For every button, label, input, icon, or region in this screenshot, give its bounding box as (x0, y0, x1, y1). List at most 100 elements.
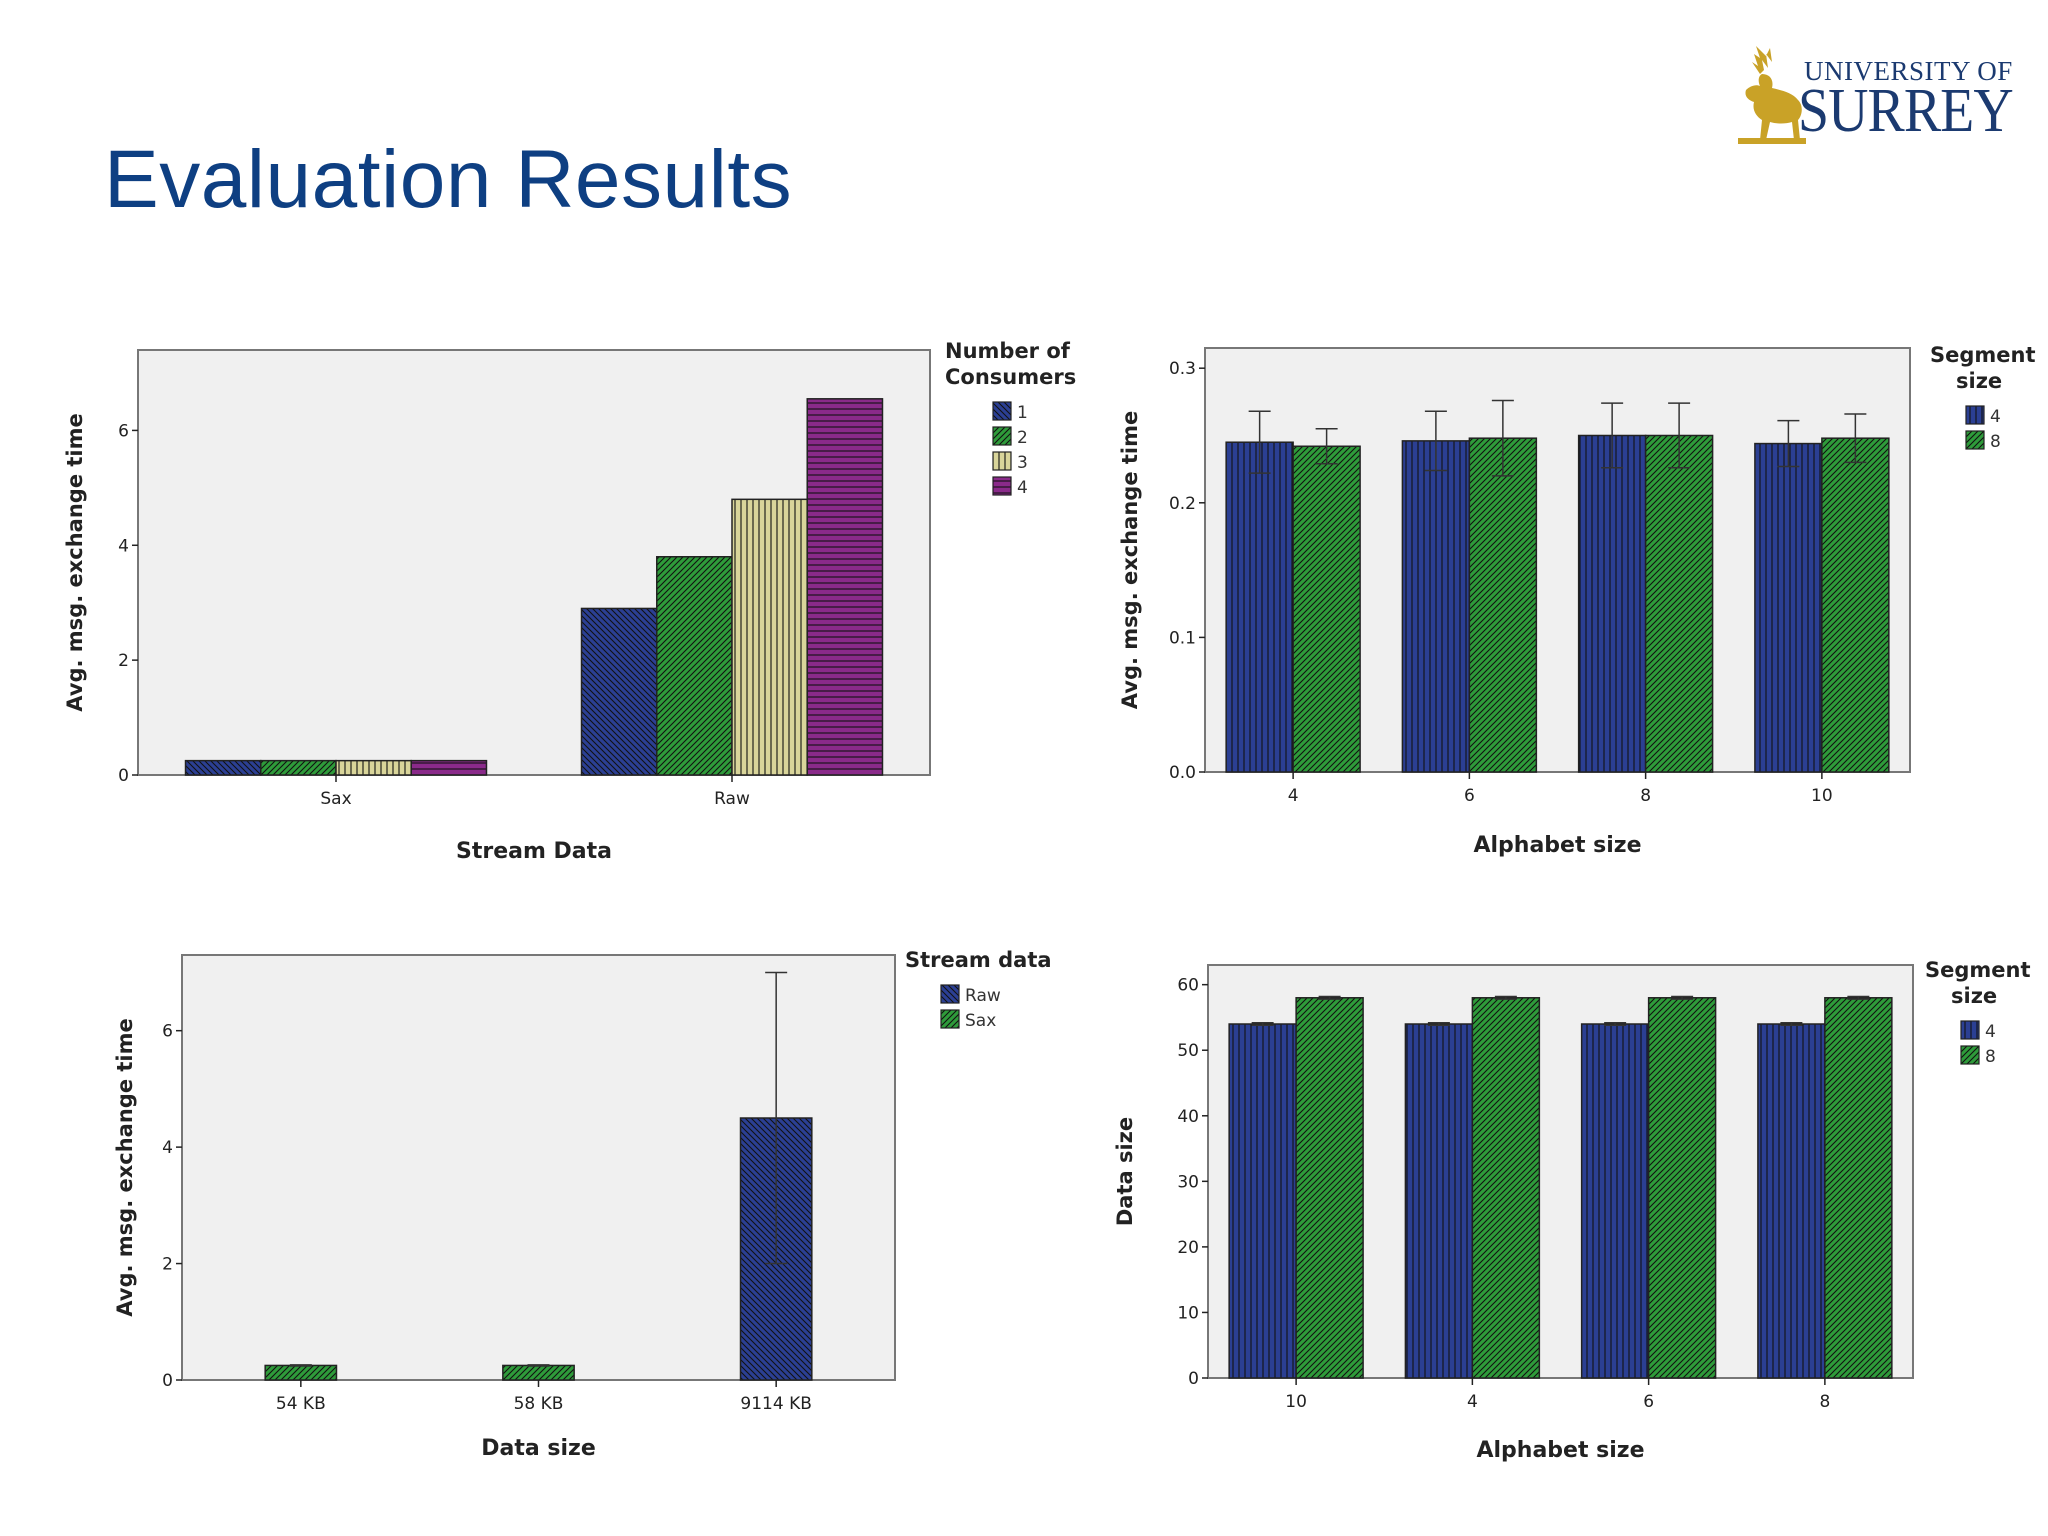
bar (1647, 997, 1717, 1379)
x-tick-label: 6 (1464, 786, 1475, 806)
y-tick-label: 10 (1177, 1303, 1199, 1323)
legend-title: Stream data (905, 948, 1052, 972)
bar (731, 498, 808, 776)
legend-swatch (992, 426, 1012, 446)
legend-entry: 4 (1990, 407, 2001, 427)
y-tick-label: 0 (118, 766, 129, 786)
y-axis-label: Avg. msg. exchange time (1118, 411, 1142, 709)
legend-swatch (940, 984, 960, 1004)
x-tick-label: 4 (1288, 786, 1299, 806)
y-tick-label: 0 (1188, 1369, 1199, 1389)
y-axis-label: Avg. msg. exchange time (113, 1018, 137, 1316)
bar (184, 759, 262, 776)
legend-title: size (1951, 984, 1997, 1008)
bar (1471, 997, 1541, 1379)
chart-data-size: 0 2 4 6 54 KB 58 KB 9114 KB Data size Avg. msg. … (110, 945, 1070, 1475)
university-logo: UNIVERSITY OF SURREY (1718, 40, 2018, 150)
x-axis-label: Alphabet size (1476, 1438, 1644, 1463)
legend-entry: 1 (1017, 403, 1028, 423)
y-tick-label: 2 (162, 1255, 173, 1275)
bar (502, 1364, 575, 1381)
legend-title: Segment (1930, 343, 2036, 367)
bar (1468, 437, 1538, 773)
y-tick-label: 0.1 (1169, 628, 1196, 648)
legend-swatch (1960, 1045, 1980, 1065)
x-tick-label: Raw (714, 789, 750, 809)
legend-entry: 4 (1985, 1022, 1996, 1042)
bar (1580, 1023, 1650, 1379)
bar (410, 759, 488, 776)
legend-title: Segment (1925, 958, 2031, 982)
y-tick-label: 6 (162, 1022, 173, 1042)
bar (1757, 1023, 1826, 1379)
chart-consumers: 0 2 4 6 Sax Raw Stream Data Avg. msg. exchange … (60, 339, 1100, 880)
x-axis-label: Alphabet size (1473, 833, 1641, 858)
legend-entry: Raw (965, 986, 1001, 1006)
bar (1228, 1023, 1297, 1379)
stag-icon (1738, 46, 1806, 144)
y-tick-label: 2 (118, 651, 129, 671)
legend-entry: 8 (1985, 1047, 1996, 1067)
legend-title: Number of (945, 340, 1071, 363)
y-axis-label: Avg. msg. exchange time (63, 413, 87, 711)
y-tick-label: 50 (1177, 1041, 1199, 1061)
legend-entry: 2 (1017, 428, 1028, 448)
x-tick-label: 8 (1819, 1392, 1830, 1412)
legend-swatch (1965, 430, 1985, 450)
y-tick-label: 60 (1177, 976, 1199, 996)
legend-entry: Sax (965, 1011, 996, 1031)
x-tick-label: 8 (1640, 786, 1651, 806)
y-tick-label: 6 (118, 421, 129, 441)
bar (264, 1364, 338, 1381)
legend-swatch (1960, 1020, 1980, 1040)
chart-alphabet-time: 0.0 0.1 0.2 0.3 4 6 8 10 Alphabet size Avg. msg. … (1115, 340, 2045, 880)
legend-entry: 8 (1990, 432, 2001, 452)
bar (1404, 1023, 1474, 1379)
x-tick-label: 6 (1643, 1392, 1654, 1412)
bar (1824, 997, 1893, 1379)
x-tick-label: 10 (1811, 786, 1833, 806)
bar (1821, 437, 1890, 773)
bar (656, 556, 733, 776)
y-tick-label: 0.3 (1169, 359, 1196, 379)
y-tick-label: 4 (162, 1138, 173, 1158)
slide-title: Evaluation Results (104, 133, 793, 225)
bar (1292, 445, 1361, 773)
bar (1754, 442, 1823, 773)
x-axis-label: Stream Data (456, 839, 612, 864)
bar (580, 607, 658, 776)
x-tick-label: Sax (320, 789, 351, 809)
bar (1401, 440, 1471, 773)
x-axis-label: Data size (481, 1436, 596, 1461)
logo-line2: SURREY (1798, 77, 2014, 145)
chart-alphabet-datasize: 0 10 20 30 40 50 60 10 4 6 8 Alphabet size Data size… (1110, 955, 2045, 1480)
logo-line1: UNIVERSITY OF (1804, 56, 2013, 86)
x-tick-label: 10 (1285, 1392, 1307, 1412)
bar (1577, 434, 1647, 773)
y-tick-label: 0.2 (1169, 494, 1196, 514)
legend-entry: 3 (1017, 453, 1028, 473)
x-tick-label: 4 (1467, 1392, 1478, 1412)
y-axis-label: Data size (1113, 1117, 1137, 1226)
bar (1644, 434, 1714, 773)
legend-title: size (1956, 369, 2002, 393)
bar (1225, 441, 1294, 773)
legend-swatch (940, 1009, 960, 1029)
y-tick-label: 40 (1177, 1107, 1199, 1127)
x-tick-label: 58 KB (514, 1394, 564, 1414)
bar (1295, 997, 1364, 1379)
legend-swatch (992, 401, 1012, 421)
legend-swatch (1965, 405, 1985, 425)
legend-swatch (992, 476, 1012, 496)
legend-title: Consumers (945, 365, 1076, 389)
bar (806, 398, 884, 776)
bar (260, 759, 337, 776)
y-tick-label: 30 (1177, 1172, 1199, 1192)
y-tick-label: 0.0 (1169, 763, 1196, 783)
x-tick-label: 9114 KB (740, 1394, 811, 1414)
x-tick-label: 54 KB (276, 1394, 326, 1414)
legend-entry: 4 (1017, 478, 1028, 498)
bar (335, 759, 412, 776)
legend-swatch (992, 451, 1012, 471)
y-tick-label: 4 (118, 536, 129, 556)
